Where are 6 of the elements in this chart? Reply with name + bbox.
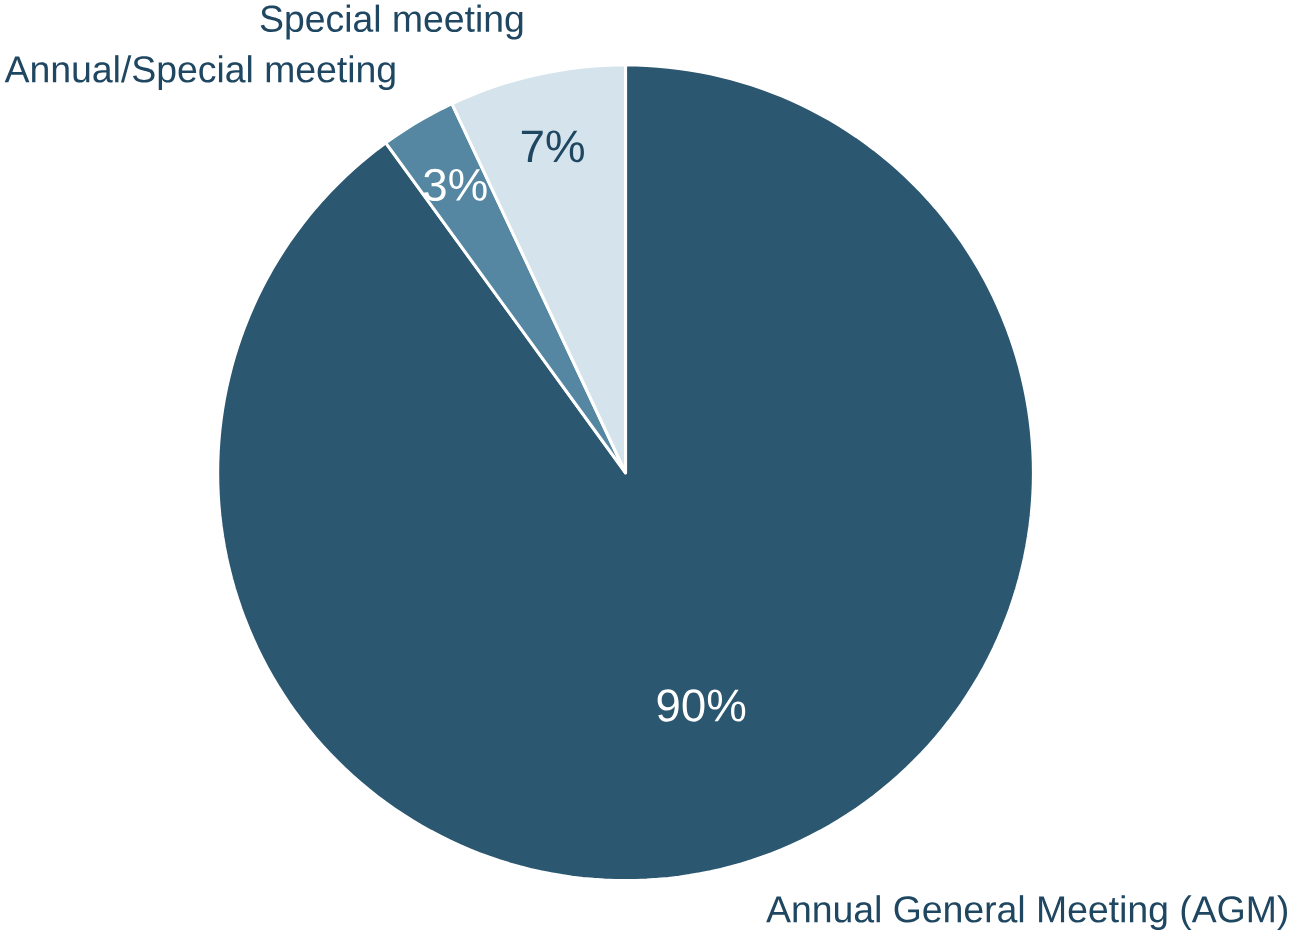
slice-label: Special meeting bbox=[260, 4, 523, 40]
data-label: 90% bbox=[657, 689, 746, 722]
data-label: 7% bbox=[521, 130, 584, 163]
data-label: 3% bbox=[424, 168, 487, 202]
slice-label: Annual/Special meeting bbox=[4, 55, 395, 91]
slice-label: Annual General Meeting (AGM) bbox=[766, 895, 1287, 931]
